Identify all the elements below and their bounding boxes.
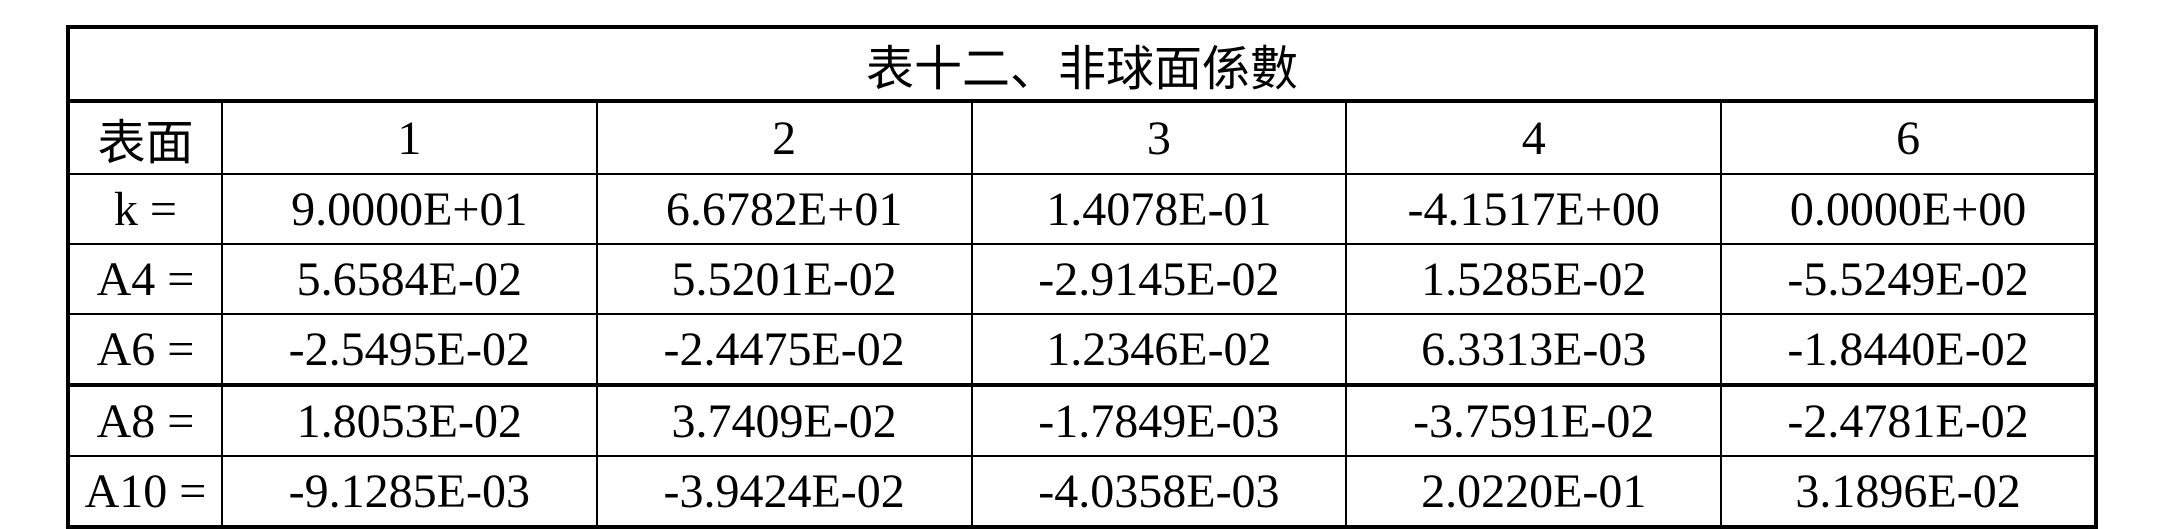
header-cell: 1 bbox=[222, 101, 597, 174]
table-cell: -2.4781E-02 bbox=[1721, 385, 2096, 456]
table-cell: -1.8440E-02 bbox=[1721, 314, 2096, 385]
row-label: A8 = bbox=[68, 385, 222, 456]
table-cell: -2.5495E-02 bbox=[222, 314, 597, 385]
table-cell: -3.7591E-02 bbox=[1346, 385, 1721, 456]
table-cell: 6.6782E+01 bbox=[597, 174, 972, 244]
table-cell: 2.0220E-01 bbox=[1346, 456, 1721, 527]
header-cell: 3 bbox=[972, 101, 1347, 174]
table-cell: -9.1285E-03 bbox=[222, 456, 597, 527]
table-cell: 5.5201E-02 bbox=[597, 244, 972, 314]
table-cell: 1.4078E-01 bbox=[972, 174, 1347, 244]
table-cell: -1.7849E-03 bbox=[972, 385, 1347, 456]
table-row: A10 =-9.1285E-03-3.9424E-02-4.0358E-032.… bbox=[68, 456, 2096, 527]
table-row: A4 =5.6584E-025.5201E-02-2.9145E-021.528… bbox=[68, 244, 2096, 314]
table-cell: -3.9424E-02 bbox=[597, 456, 972, 527]
table-cell: 1.2346E-02 bbox=[972, 314, 1347, 385]
table-cell: 1.5285E-02 bbox=[1346, 244, 1721, 314]
table-cell: 3.7409E-02 bbox=[597, 385, 972, 456]
table-cell: -2.4475E-02 bbox=[597, 314, 972, 385]
header-cell: 6 bbox=[1721, 101, 2096, 174]
table-row: A6 =-2.5495E-02-2.4475E-021.2346E-026.33… bbox=[68, 314, 2096, 385]
row-label: A4 = bbox=[68, 244, 222, 314]
table-cell: -5.5249E-02 bbox=[1721, 244, 2096, 314]
table-title: 表十二、非球面係數 bbox=[68, 27, 2096, 101]
table-cell: -4.0358E-03 bbox=[972, 456, 1347, 527]
table-cell: 9.0000E+01 bbox=[222, 174, 597, 244]
aspheric-coefficients-table: 表十二、非球面係數 表面 1 2 3 4 6 k =9.0000E+016.67… bbox=[66, 25, 2098, 529]
header-cell: 2 bbox=[597, 101, 972, 174]
row-label: A6 = bbox=[68, 314, 222, 385]
table-cell: -4.1517E+00 bbox=[1346, 174, 1721, 244]
table-title-row: 表十二、非球面係數 bbox=[68, 27, 2096, 101]
header-cell: 4 bbox=[1346, 101, 1721, 174]
row-label: k = bbox=[68, 174, 222, 244]
row-label: A10 = bbox=[68, 456, 222, 527]
table-cell: 3.1896E-02 bbox=[1721, 456, 2096, 527]
table-row: k =9.0000E+016.6782E+011.4078E-01-4.1517… bbox=[68, 174, 2096, 244]
table-cell: 0.0000E+00 bbox=[1721, 174, 2096, 244]
table-row: A8 =1.8053E-023.7409E-02-1.7849E-03-3.75… bbox=[68, 385, 2096, 456]
table-header-row: 表面 1 2 3 4 6 bbox=[68, 101, 2096, 174]
header-cell: 表面 bbox=[68, 101, 222, 174]
table-cell: 1.8053E-02 bbox=[222, 385, 597, 456]
table-cell: 5.6584E-02 bbox=[222, 244, 597, 314]
table-cell: 6.3313E-03 bbox=[1346, 314, 1721, 385]
table-cell: -2.9145E-02 bbox=[972, 244, 1347, 314]
